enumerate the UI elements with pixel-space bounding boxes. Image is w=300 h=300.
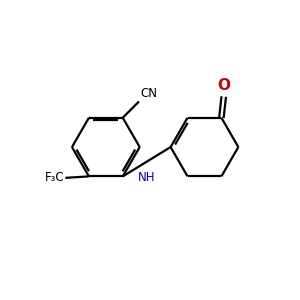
Text: CN: CN: [140, 87, 157, 101]
Text: O: O: [217, 78, 230, 93]
Text: F₃C: F₃C: [45, 171, 64, 184]
Text: NH: NH: [138, 171, 155, 184]
